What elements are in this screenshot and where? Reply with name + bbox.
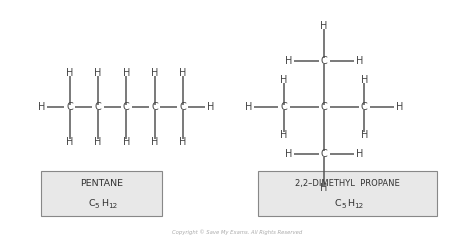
Text: H: H bbox=[285, 149, 292, 159]
Text: H: H bbox=[179, 68, 186, 78]
Text: H: H bbox=[66, 137, 73, 147]
Text: C: C bbox=[281, 102, 288, 112]
Text: H: H bbox=[285, 56, 292, 66]
Text: H: H bbox=[179, 137, 186, 147]
Text: C: C bbox=[95, 102, 101, 112]
Text: C: C bbox=[66, 102, 73, 112]
Text: C: C bbox=[335, 199, 341, 208]
Text: H: H bbox=[281, 75, 288, 85]
Text: H: H bbox=[320, 183, 328, 193]
FancyBboxPatch shape bbox=[41, 171, 162, 216]
Text: H: H bbox=[356, 56, 363, 66]
Text: H: H bbox=[101, 199, 108, 208]
Text: H: H bbox=[320, 21, 328, 31]
Text: C: C bbox=[151, 102, 158, 112]
Text: H: H bbox=[123, 137, 130, 147]
Text: 5: 5 bbox=[341, 203, 346, 209]
Text: C: C bbox=[321, 149, 328, 159]
FancyBboxPatch shape bbox=[258, 171, 438, 216]
Text: H: H bbox=[361, 75, 368, 85]
Text: H: H bbox=[347, 199, 354, 208]
Text: H: H bbox=[94, 68, 102, 78]
Text: 12: 12 bbox=[354, 203, 363, 209]
Text: H: H bbox=[245, 102, 253, 112]
Text: H: H bbox=[94, 137, 102, 147]
Text: C: C bbox=[321, 102, 328, 112]
Text: 12: 12 bbox=[108, 203, 117, 209]
Text: H: H bbox=[38, 102, 45, 112]
Text: H: H bbox=[281, 130, 288, 140]
Text: C: C bbox=[361, 102, 368, 112]
Text: H: H bbox=[361, 130, 368, 140]
Text: Copyright © Save My Exams. All Rights Reserved: Copyright © Save My Exams. All Rights Re… bbox=[172, 229, 302, 235]
Text: C: C bbox=[88, 199, 95, 208]
Text: 5: 5 bbox=[95, 203, 100, 209]
Text: C: C bbox=[180, 102, 186, 112]
Text: PENTANE: PENTANE bbox=[80, 179, 123, 188]
Text: H: H bbox=[123, 68, 130, 78]
Text: H: H bbox=[66, 68, 73, 78]
Text: C: C bbox=[321, 56, 328, 66]
Text: H: H bbox=[356, 149, 363, 159]
Text: H: H bbox=[396, 102, 403, 112]
Text: H: H bbox=[208, 102, 215, 112]
Text: H: H bbox=[151, 137, 158, 147]
Text: H: H bbox=[151, 68, 158, 78]
Text: 2,2–DIMETHYL  PROPANE: 2,2–DIMETHYL PROPANE bbox=[295, 179, 400, 188]
Text: C: C bbox=[123, 102, 129, 112]
